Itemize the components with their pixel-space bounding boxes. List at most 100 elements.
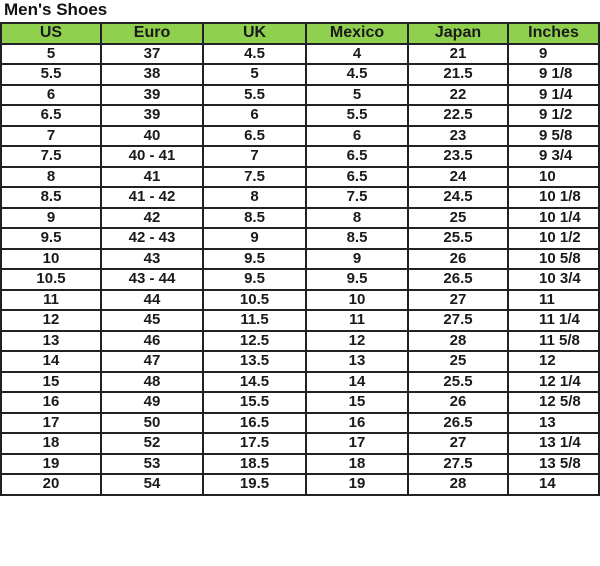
cell-japan: 25.5 xyxy=(407,227,509,250)
cell-us: 6 xyxy=(0,83,102,106)
cell-japan: 27.5 xyxy=(407,452,509,475)
table-row: 10.5 43 - 44 9.5 9.5 26.5 10 3/4 xyxy=(0,268,600,291)
cell-us: 6.5 xyxy=(0,104,102,127)
cell-japan: 26.5 xyxy=(407,268,509,291)
cell-japan: 21.5 xyxy=(407,63,509,86)
cell-uk: 13.5 xyxy=(202,350,307,373)
cell-us: 5 xyxy=(0,42,102,65)
cell-uk: 8.5 xyxy=(202,206,307,229)
cell-inches: 10 1/8 xyxy=(507,186,600,209)
cell-inches: 13 5/8 xyxy=(507,452,600,475)
cell-japan: 23.5 xyxy=(407,145,509,168)
table-row: 11 44 10.5 10 27 11 xyxy=(0,288,600,311)
cell-us: 14 xyxy=(0,350,102,373)
cell-japan: 28 xyxy=(407,329,509,352)
cell-inches: 9 1/4 xyxy=(507,83,600,106)
cell-mexico: 5.5 xyxy=(305,104,409,127)
cell-us: 19 xyxy=(0,452,102,475)
cell-mexico: 9.5 xyxy=(305,268,409,291)
cell-japan: 25.5 xyxy=(407,370,509,393)
cell-inches: 10 3/4 xyxy=(507,268,600,291)
size-chart-table: US Euro UK Mexico Japan Inches 5 37 4.5 4 21 9 5.5 3… xyxy=(0,22,600,496)
column-header-inches: Inches xyxy=(507,22,600,45)
cell-uk: 7.5 xyxy=(202,165,307,188)
page-title: Men's Shoes xyxy=(4,0,108,19)
cell-us: 10 xyxy=(0,247,102,270)
cell-euro: 50 xyxy=(100,411,204,434)
cell-mexico: 6.5 xyxy=(305,165,409,188)
cell-euro: 40 xyxy=(100,124,204,147)
cell-mexico: 16 xyxy=(305,411,409,434)
table-row: 5.5 38 5 4.5 21.5 9 1/8 xyxy=(0,63,600,86)
cell-euro: 47 xyxy=(100,350,204,373)
cell-us: 8.5 xyxy=(0,186,102,209)
cell-inches: 10 1/4 xyxy=(507,206,600,229)
cell-inches: 11 xyxy=(507,288,600,311)
cell-euro: 37 xyxy=(100,42,204,65)
cell-uk: 10.5 xyxy=(202,288,307,311)
cell-japan: 26 xyxy=(407,391,509,414)
cell-mexico: 9 xyxy=(305,247,409,270)
cell-uk: 15.5 xyxy=(202,391,307,414)
table-row: 10 43 9.5 9 26 10 5/8 xyxy=(0,247,600,270)
cell-mexico: 14 xyxy=(305,370,409,393)
cell-mexico: 7.5 xyxy=(305,186,409,209)
cell-uk: 8 xyxy=(202,186,307,209)
table-row: 8 41 7.5 6.5 24 10 xyxy=(0,165,600,188)
table-row: 6 39 5.5 5 22 9 1/4 xyxy=(0,83,600,106)
cell-uk: 17.5 xyxy=(202,432,307,455)
cell-us: 12 xyxy=(0,309,102,332)
cell-uk: 4.5 xyxy=(202,42,307,65)
cell-japan: 25 xyxy=(407,350,509,373)
cell-inches: 9 3/4 xyxy=(507,145,600,168)
cell-uk: 19.5 xyxy=(202,473,307,496)
cell-japan: 22 xyxy=(407,83,509,106)
table-row: 7 40 6.5 6 23 9 5/8 xyxy=(0,124,600,147)
cell-inches: 9 xyxy=(507,42,600,65)
cell-us: 13 xyxy=(0,329,102,352)
cell-mexico: 4 xyxy=(305,42,409,65)
cell-us: 18 xyxy=(0,432,102,455)
cell-us: 7 xyxy=(0,124,102,147)
cell-japan: 27 xyxy=(407,288,509,311)
cell-euro: 42 - 43 xyxy=(100,227,204,250)
cell-euro: 41 xyxy=(100,165,204,188)
cell-us: 9 xyxy=(0,206,102,229)
cell-inches: 10 5/8 xyxy=(507,247,600,270)
cell-euro: 49 xyxy=(100,391,204,414)
table-row: 8.5 41 - 42 8 7.5 24.5 10 1/8 xyxy=(0,186,600,209)
cell-us: 10.5 xyxy=(0,268,102,291)
cell-inches: 11 5/8 xyxy=(507,329,600,352)
cell-japan: 22.5 xyxy=(407,104,509,127)
cell-mexico: 15 xyxy=(305,391,409,414)
table-row: 5 37 4.5 4 21 9 xyxy=(0,42,600,65)
cell-inches: 9 5/8 xyxy=(507,124,600,147)
cell-inches: 10 1/2 xyxy=(507,227,600,250)
cell-mexico: 8 xyxy=(305,206,409,229)
cell-euro: 43 - 44 xyxy=(100,268,204,291)
cell-us: 20 xyxy=(0,473,102,496)
table-row: 13 46 12.5 12 28 11 5/8 xyxy=(0,329,600,352)
cell-japan: 26 xyxy=(407,247,509,270)
cell-euro: 46 xyxy=(100,329,204,352)
cell-inches: 11 1/4 xyxy=(507,309,600,332)
cell-uk: 12.5 xyxy=(202,329,307,352)
cell-inches: 9 1/2 xyxy=(507,104,600,127)
cell-mexico: 6 xyxy=(305,124,409,147)
column-header-japan: Japan xyxy=(407,22,509,45)
table-row: 20 54 19.5 19 28 14 xyxy=(0,473,600,496)
cell-euro: 54 xyxy=(100,473,204,496)
cell-mexico: 13 xyxy=(305,350,409,373)
cell-us: 15 xyxy=(0,370,102,393)
cell-us: 5.5 xyxy=(0,63,102,86)
table-row: 9 42 8.5 8 25 10 1/4 xyxy=(0,206,600,229)
cell-uk: 14.5 xyxy=(202,370,307,393)
cell-mexico: 17 xyxy=(305,432,409,455)
cell-uk: 9.5 xyxy=(202,268,307,291)
cell-japan: 25 xyxy=(407,206,509,229)
cell-us: 17 xyxy=(0,411,102,434)
cell-euro: 38 xyxy=(100,63,204,86)
table-row: 12 45 11.5 11 27.5 11 1/4 xyxy=(0,309,600,332)
cell-japan: 21 xyxy=(407,42,509,65)
table-row: 14 47 13.5 13 25 12 xyxy=(0,350,600,373)
